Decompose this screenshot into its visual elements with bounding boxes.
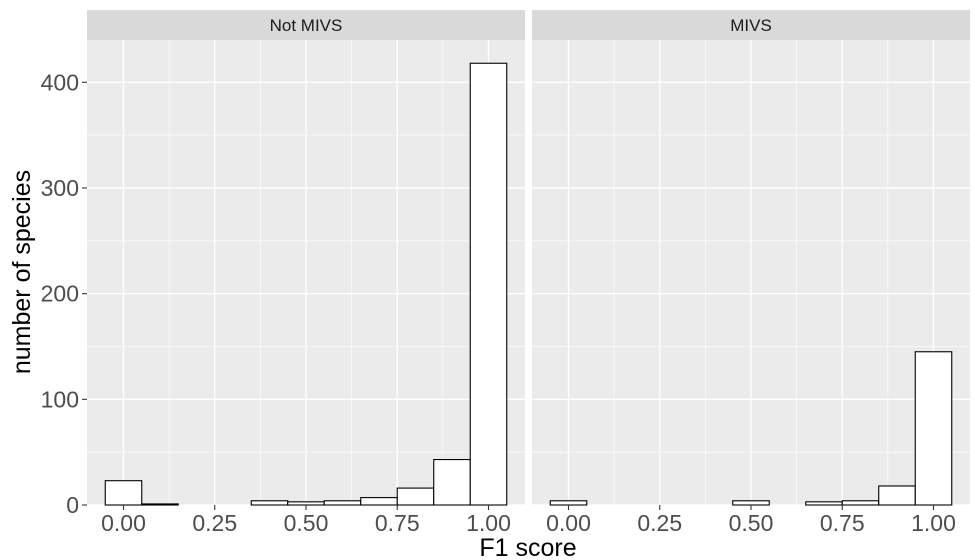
histogram-bar — [841, 500, 880, 506]
x-axis-ticks-not-mivs: 0.00 0.25 0.50 0.75 1.00 — [101, 505, 511, 536]
histogram-bar — [805, 501, 843, 506]
y-axis-title: number of species — [8, 170, 36, 374]
facet-strip-not-mivs — [87, 10, 525, 40]
facet-label-mivs: MIVS — [730, 16, 772, 35]
y-tick-label: 400 — [41, 69, 79, 95]
histogram-bar — [360, 497, 398, 506]
gridlines-not-mivs — [87, 40, 525, 506]
histogram-bar — [433, 459, 471, 506]
x-tick-label: 0.50 — [284, 510, 329, 536]
histogram-bar — [549, 500, 588, 506]
x-axis-ticks-mivs: 0.00 0.25 0.50 0.75 1.00 — [546, 505, 956, 536]
histogram-bar — [141, 503, 179, 506]
histogram-bar — [878, 485, 916, 506]
histogram-bar — [732, 500, 770, 506]
y-tick-label: 100 — [41, 386, 79, 412]
facet-panel-mivs: MIVS 0.00 0.25 0.50 0.75 1.00 — [532, 10, 970, 536]
histogram-bar — [104, 480, 143, 506]
histogram-bar — [469, 62, 508, 506]
histogram-bar — [250, 500, 289, 506]
histogram-bar — [323, 500, 362, 506]
y-axis-ticks: 0 100 200 300 400 — [41, 69, 87, 518]
facet-panel-not-mivs: Not MIVS 0.00 0.25 0.50 0.75 1.00 — [87, 10, 525, 536]
y-tick-label: 300 — [41, 175, 79, 201]
x-axis-title: F1 score — [479, 534, 576, 560]
x-tick-label: 0.00 — [546, 510, 591, 536]
x-tick-label: 0.50 — [729, 510, 774, 536]
histogram-bar — [287, 501, 325, 506]
x-tick-label: 0.00 — [101, 510, 146, 536]
facet-strip-mivs — [532, 10, 970, 40]
y-tick-label: 0 — [66, 492, 79, 518]
y-tick-label: 200 — [41, 281, 79, 307]
histogram-bar — [396, 487, 435, 506]
histogram-bar — [914, 351, 953, 506]
facet-label-not-mivs: Not MIVS — [270, 16, 343, 35]
x-tick-label: 0.25 — [637, 510, 682, 536]
x-tick-label: 0.75 — [375, 510, 420, 536]
x-tick-label: 0.75 — [820, 510, 865, 536]
x-tick-label: 1.00 — [911, 510, 956, 536]
histogram-bars-not-mivs — [104, 62, 508, 506]
x-tick-label: 0.25 — [192, 510, 237, 536]
x-tick-label: 1.00 — [466, 510, 511, 536]
histogram-bars-mivs — [549, 351, 953, 506]
